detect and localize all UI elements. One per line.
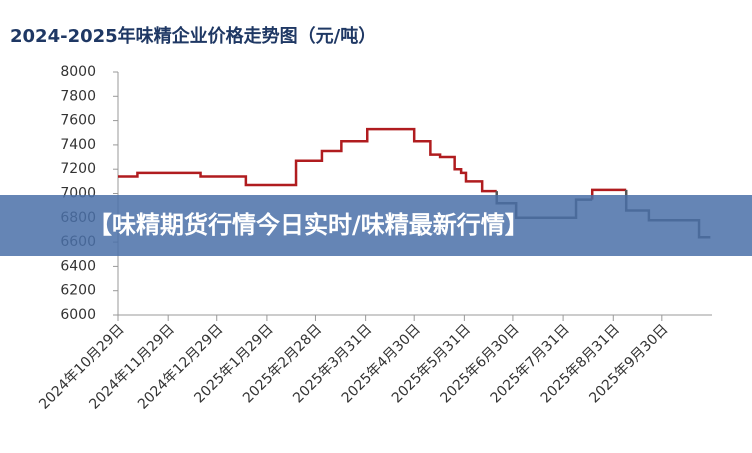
chart-title: 2024-2025年味精企业价格走势图（元/吨） [10,25,376,47]
y-tick-label: 6000 [60,307,96,323]
x-tick-label: 2024年10月29日 [36,321,127,412]
price-line [118,127,497,193]
y-tick-label: 6200 [60,283,96,299]
x-tick-label: 2024年12月29日 [135,321,226,412]
banner: 【味精期货行情今日实时/味精最新行情】 [0,195,752,256]
y-tick-label: 8000 [60,64,96,80]
y-tick-label: 7200 [60,161,96,177]
y-tick-label: 7800 [60,88,96,104]
y-tick-label: 7600 [60,113,96,129]
y-tick-label: 7400 [60,137,96,153]
y-tick-label: 6400 [60,258,96,274]
x-tick-label: 2024年11月29日 [86,321,177,412]
